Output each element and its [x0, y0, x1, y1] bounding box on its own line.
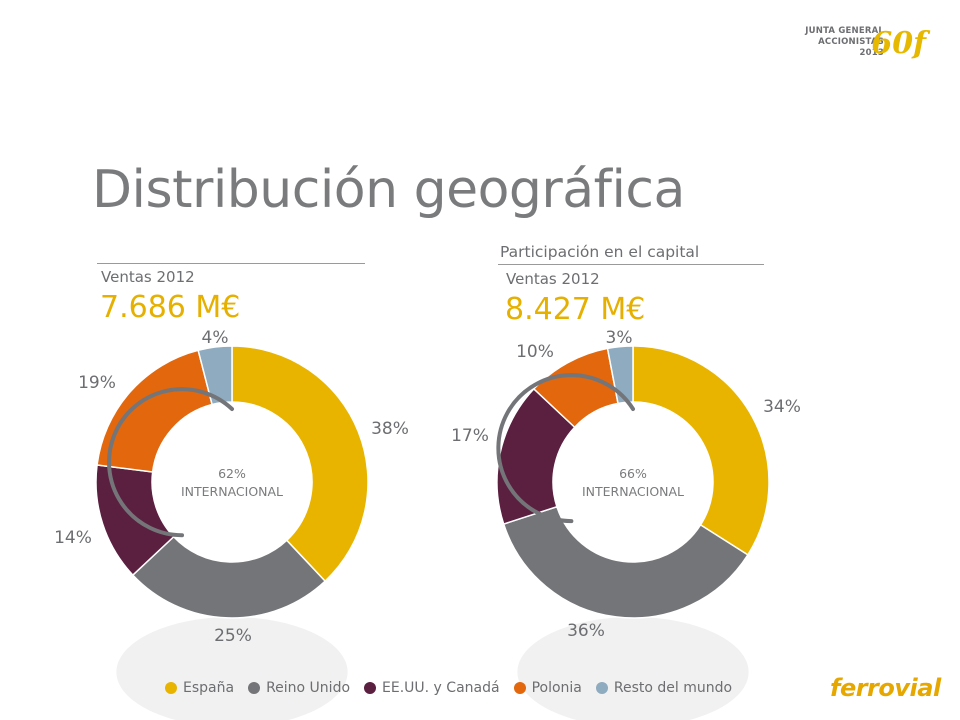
left-label-polonia: 19%: [78, 373, 116, 393]
logo-line-2: ACCIONISTAS: [818, 37, 884, 47]
left-header-rule: [97, 263, 365, 264]
right-label-eeuu: 17%: [451, 426, 489, 446]
legend-label: Reino Unido: [266, 680, 351, 696]
right-slice-reino-unido: [502, 505, 749, 619]
right-center-text: INTERNACIONAL: [581, 484, 685, 499]
left-chart-reflection: [116, 617, 348, 720]
left-center-label: 62% INTERNACIONAL: [181, 465, 283, 501]
right-center-label: 66% INTERNACIONAL: [582, 465, 684, 501]
legend-item-espana: España: [165, 680, 234, 696]
left-center-value: 62%: [218, 466, 246, 481]
right-subtitle: Ventas 2012: [506, 270, 600, 288]
logo-line-1: JUNTA GENERAL: [805, 26, 884, 36]
right-label-polonia: 10%: [516, 342, 554, 362]
ferrovial-logo: ferrovial: [830, 674, 941, 702]
right-international-arc: [496, 373, 635, 524]
left-slice-reino-unido: [131, 535, 327, 619]
right-label-reino-unido: 36%: [567, 621, 605, 641]
event-logo: JUNTA GENERAL ACCIONISTAS 2013 60f: [805, 24, 926, 64]
left-center-text: INTERNACIONAL: [180, 484, 284, 499]
logo-mark: 60f: [871, 26, 926, 61]
legend-swatch: [595, 682, 608, 694]
left-label-espana: 38%: [371, 419, 409, 439]
right-slice-resto: [606, 345, 634, 405]
right-label-espana: 34%: [763, 397, 801, 417]
left-slice-espana: [231, 345, 369, 583]
legend-label: Polonia: [531, 680, 582, 696]
left-label-reino-unido: 25%: [214, 626, 252, 646]
legend-swatch: [513, 682, 526, 694]
legend-label: España: [183, 680, 235, 696]
legend-item-polonia: Polonia: [513, 680, 582, 696]
legend-swatch: [165, 682, 177, 694]
right-total-value: 8.427 M€: [505, 292, 646, 327]
right-center-value: 66%: [619, 466, 647, 481]
left-total-value: 7.686 M€: [100, 290, 241, 325]
right-header: Participación en el capital: [500, 243, 700, 261]
left-slice-resto: [197, 345, 233, 406]
right-label-resto: 3%: [605, 328, 633, 348]
legend-label: Resto del mundo: [613, 680, 733, 696]
chart-legend: España Reino Unido EE.UU. y Canadá Polon…: [165, 680, 732, 696]
legend-item-eeuu-canada: EE.UU. y Canadá: [364, 680, 500, 696]
page-title: Distribución geográfica: [92, 160, 685, 220]
legend-label: EE.UU. y Canadá: [382, 680, 500, 696]
right-slice-espana: [632, 345, 770, 556]
left-slice-polonia: [96, 349, 214, 473]
right-chart-reflection: [517, 617, 749, 720]
legend-item-resto: Resto del mundo: [595, 680, 733, 696]
left-subtitle: Ventas 2012: [101, 268, 195, 286]
legend-swatch: [248, 682, 261, 694]
legend-swatch: [364, 682, 377, 694]
left-international-arc: [107, 387, 234, 538]
right-header-rule: [498, 264, 764, 265]
left-label-eeuu: 14%: [54, 528, 92, 548]
left-label-resto: 4%: [201, 328, 229, 348]
legend-item-reino-unido: Reino Unido: [248, 680, 350, 696]
logo-line-3: 2013: [859, 48, 884, 58]
